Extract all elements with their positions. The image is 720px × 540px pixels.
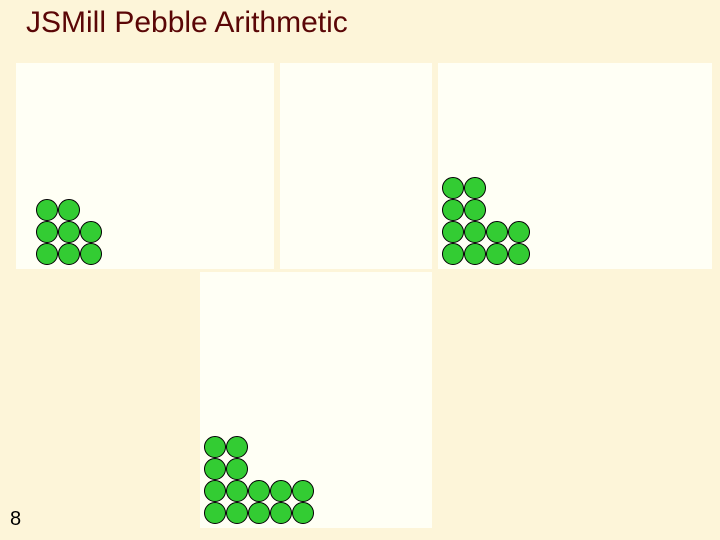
- pebble: [226, 458, 248, 480]
- pebble-row: [204, 458, 314, 480]
- pebble: [58, 221, 80, 243]
- pebble: [442, 243, 464, 265]
- page-number: 8: [10, 508, 21, 531]
- pebble: [58, 243, 80, 265]
- pebble-row: [36, 199, 102, 221]
- pebble-row: [204, 480, 314, 502]
- pebble-row: [442, 243, 530, 265]
- pebble: [486, 243, 508, 265]
- panel: [280, 63, 432, 269]
- pebble: [204, 458, 226, 480]
- pebble: [292, 480, 314, 502]
- pebble: [270, 502, 292, 524]
- pebble: [464, 243, 486, 265]
- pebble-row: [442, 221, 530, 243]
- slide-title: JSMill Pebble Arithmetic: [26, 6, 348, 40]
- pebble: [226, 480, 248, 502]
- pebble: [248, 502, 270, 524]
- pebble: [442, 221, 464, 243]
- pebble: [204, 480, 226, 502]
- pebble-row: [36, 221, 102, 243]
- pebble-row: [442, 177, 530, 199]
- panel: [16, 63, 274, 269]
- panel: [200, 272, 432, 528]
- pebble: [270, 480, 292, 502]
- pebble: [204, 436, 226, 458]
- pebble: [204, 502, 226, 524]
- pebble: [292, 502, 314, 524]
- pebble-group: [36, 199, 102, 265]
- pebble: [464, 199, 486, 221]
- pebble-row: [36, 243, 102, 265]
- pebble: [58, 199, 80, 221]
- pebble: [36, 199, 58, 221]
- pebble-row: [442, 199, 530, 221]
- pebble: [226, 436, 248, 458]
- pebble-row: [204, 436, 314, 458]
- pebble: [486, 221, 508, 243]
- pebble: [80, 221, 102, 243]
- pebble: [508, 221, 530, 243]
- pebble: [442, 199, 464, 221]
- pebble: [248, 480, 270, 502]
- pebble-row: [204, 502, 314, 524]
- pebble: [442, 177, 464, 199]
- pebble: [508, 243, 530, 265]
- pebble: [464, 177, 486, 199]
- pebble-group: [442, 177, 530, 265]
- pebble-group: [204, 436, 314, 524]
- pebble: [80, 243, 102, 265]
- panel: [438, 63, 712, 269]
- pebble: [464, 221, 486, 243]
- pebble: [36, 221, 58, 243]
- pebble: [36, 243, 58, 265]
- pebble: [226, 502, 248, 524]
